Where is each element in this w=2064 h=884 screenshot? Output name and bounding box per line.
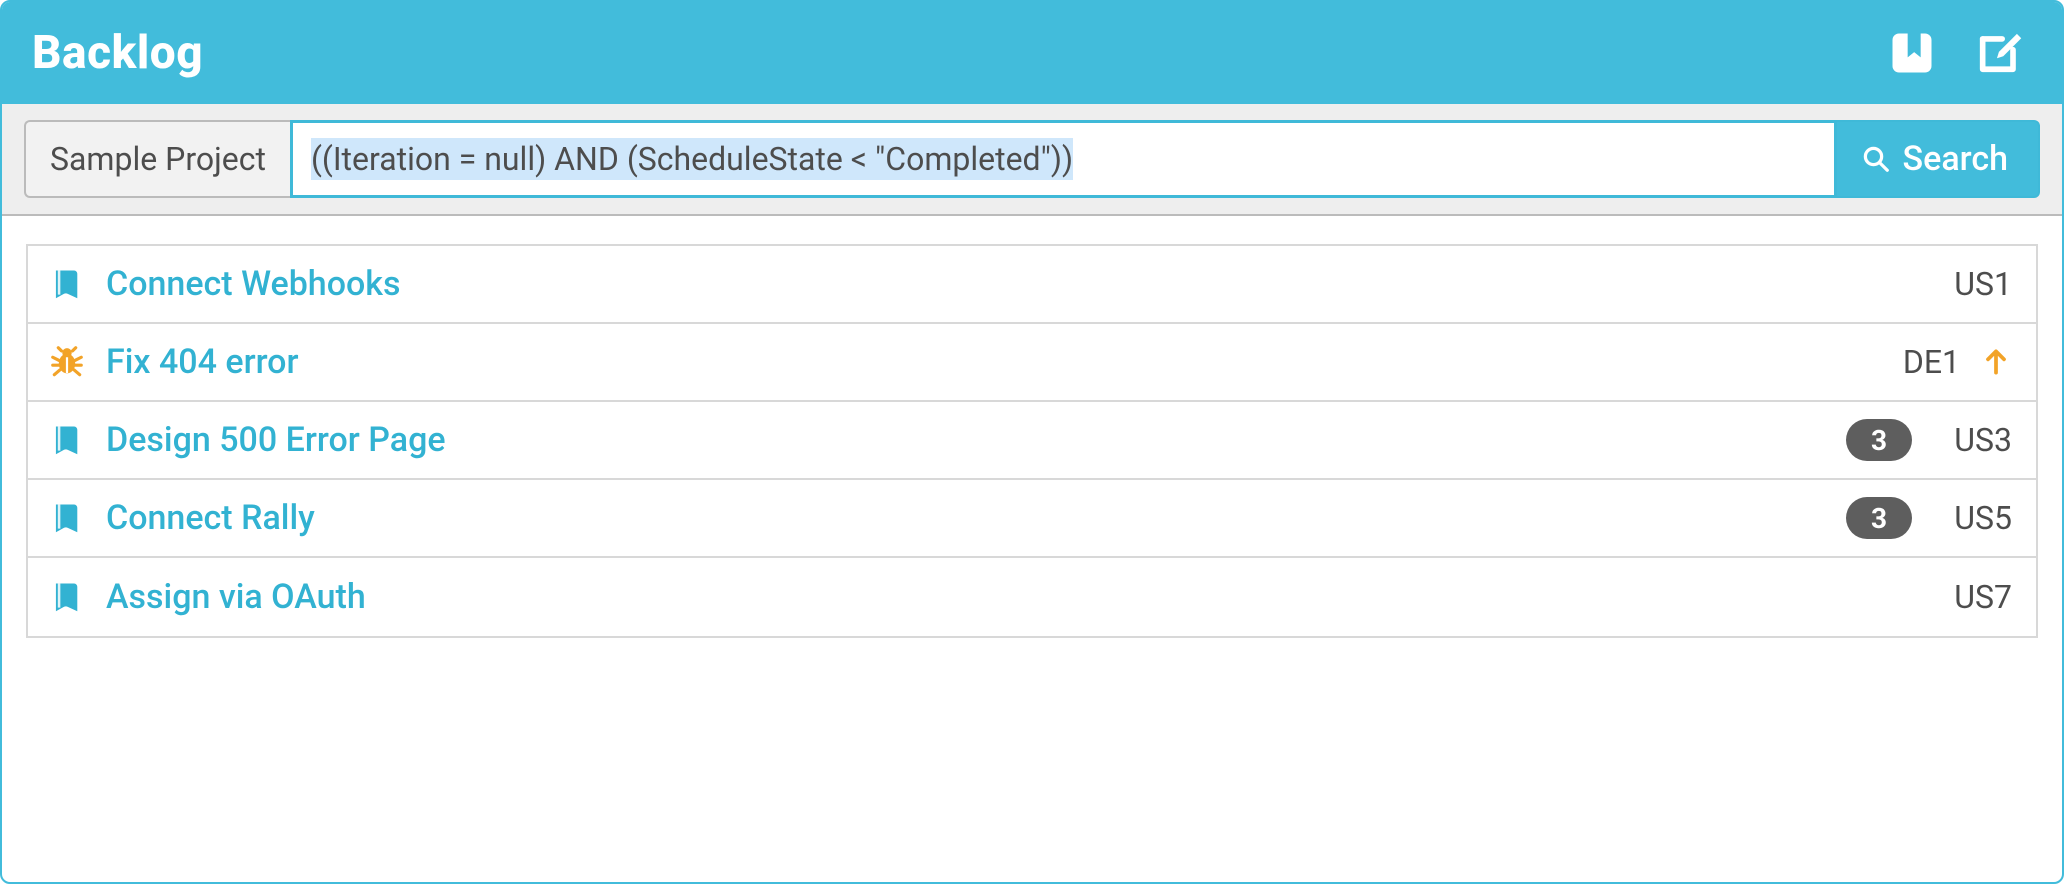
edit-icon[interactable] xyxy=(1974,27,2026,79)
search-icon xyxy=(1861,144,1891,174)
item-title[interactable]: Assign via OAuth xyxy=(106,577,366,617)
item-title[interactable]: Fix 404 error xyxy=(106,342,299,382)
query-input[interactable]: ((Iteration = null) AND (ScheduleState <… xyxy=(290,120,1837,198)
search-button-label: Search xyxy=(1903,139,2008,179)
list-item[interactable]: Connect Rally 3 US5 xyxy=(28,480,2036,558)
panel-header: Backlog xyxy=(2,2,2062,104)
item-id: US7 xyxy=(1932,578,2012,616)
item-title[interactable]: Connect Webhooks xyxy=(106,264,401,304)
list-item[interactable]: Design 500 Error Page 3 US3 xyxy=(28,402,2036,480)
story-icon xyxy=(48,421,86,459)
list-item[interactable]: Fix 404 error DE1 xyxy=(28,324,2036,402)
item-title[interactable]: Design 500 Error Page xyxy=(106,420,446,460)
points-badge: 3 xyxy=(1846,419,1912,461)
item-id: US5 xyxy=(1932,499,2012,537)
story-icon xyxy=(48,265,86,303)
item-id: DE1 xyxy=(1880,343,1960,381)
toolbar: Sample Project ((Iteration = null) AND (… xyxy=(2,104,2062,216)
backlog-panel: Backlog Sample Project ((Iteration = xyxy=(0,0,2064,884)
points-badge: 3 xyxy=(1846,497,1912,539)
bookmark-icon[interactable] xyxy=(1886,27,1938,79)
bug-icon xyxy=(48,343,86,381)
story-icon xyxy=(48,499,86,537)
list-item[interactable]: Assign via OAuth US7 xyxy=(28,558,2036,636)
search-button[interactable]: Search xyxy=(1837,120,2040,198)
list-wrap: Connect Webhooks US1 Fix 404 error DE1 Des… xyxy=(2,216,2062,882)
priority-up-icon xyxy=(1980,346,2012,378)
story-icon xyxy=(48,578,86,616)
project-select[interactable]: Sample Project xyxy=(24,120,290,198)
query-input-text: ((Iteration = null) AND (ScheduleState <… xyxy=(311,138,1073,180)
header-actions xyxy=(1886,27,2026,79)
project-select-label: Sample Project xyxy=(50,140,266,178)
item-id: US3 xyxy=(1932,421,2012,459)
backlog-list: Connect Webhooks US1 Fix 404 error DE1 Des… xyxy=(26,244,2038,638)
item-title[interactable]: Connect Rally xyxy=(106,498,315,538)
item-id: US1 xyxy=(1932,265,2012,303)
list-item[interactable]: Connect Webhooks US1 xyxy=(28,246,2036,324)
panel-title: Backlog xyxy=(32,26,1886,80)
